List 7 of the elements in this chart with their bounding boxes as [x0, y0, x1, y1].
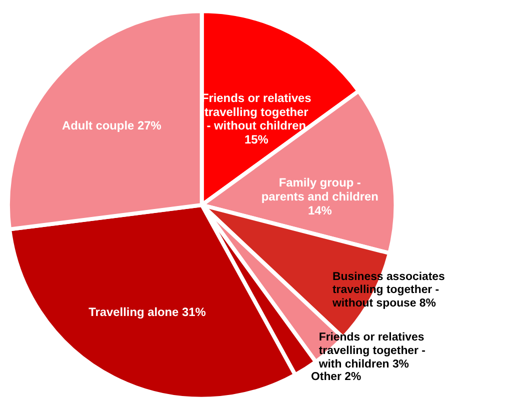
- data-label: 14%: [308, 203, 332, 218]
- slice-label: Family group - parents and children: [261, 175, 378, 204]
- slice-label: Adult couple 27%: [62, 118, 162, 132]
- slice-label: Travelling alone 31%: [88, 305, 206, 320]
- slice-label: Other 2%: [311, 371, 362, 384]
- slice-label: Friends or relatives travelling together - with children 3%: [318, 332, 426, 371]
- data-label: 15%: [244, 132, 269, 147]
